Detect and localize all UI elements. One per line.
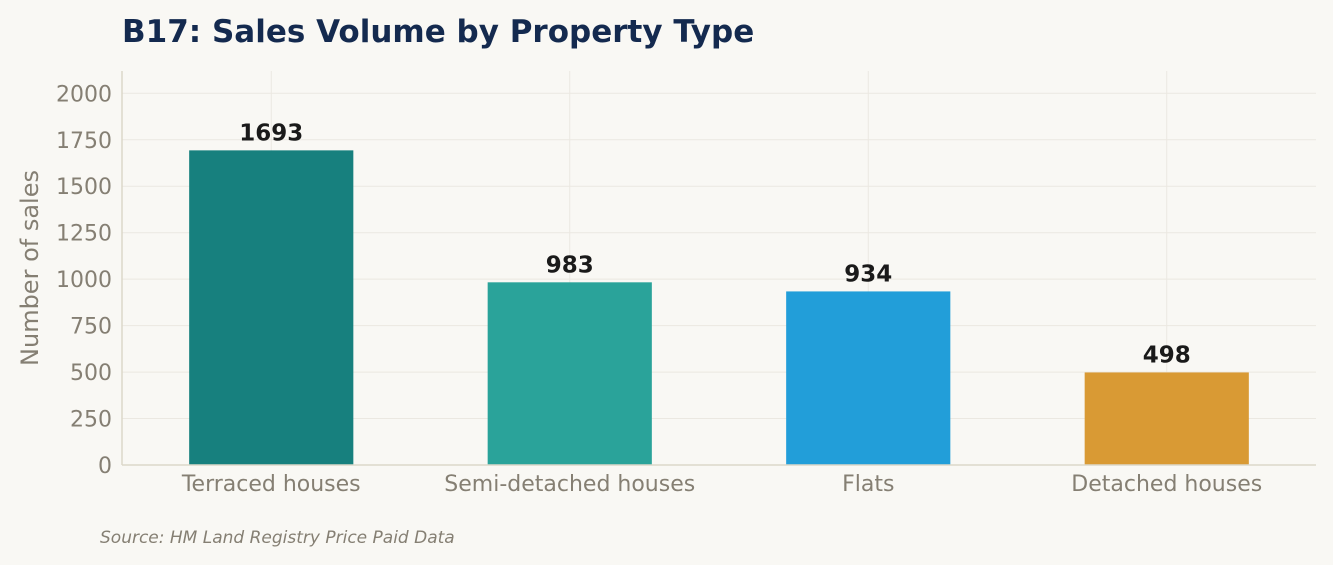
y-tick-label: 1750 [56, 129, 112, 154]
bar [1084, 372, 1249, 465]
x-axis-ticks: Terraced houses Semi-detached houses Flats… [181, 472, 1262, 497]
y-tick-label: 750 [70, 315, 112, 340]
y-tick-label: 0 [98, 454, 112, 479]
x-tick-label: Semi-detached houses [444, 472, 695, 497]
y-tick-label: 1250 [56, 222, 112, 247]
bar [189, 150, 354, 465]
x-tick-label: Terraced houses [181, 472, 361, 497]
data-labels: 1693 983 934 498 [239, 120, 1191, 368]
x-tick-label: Flats [842, 472, 894, 497]
y-axis-ticks: 0 250 500 750 1000 1250 1500 1750 2000 [56, 82, 112, 479]
y-tick-label: 2000 [56, 82, 112, 107]
bar-value-label: 983 [546, 252, 594, 278]
bars [189, 150, 1249, 465]
y-tick-label: 500 [70, 361, 112, 386]
y-axis-label: Number of sales [16, 170, 44, 366]
bar [487, 282, 652, 465]
bar-value-label: 1693 [239, 120, 303, 146]
bar-value-label: 934 [844, 261, 892, 287]
y-tick-label: 1000 [56, 268, 112, 293]
x-tick-label: Detached houses [1071, 472, 1262, 497]
source-note: Source: HM Land Registry Price Paid Data [100, 528, 455, 548]
y-tick-label: 250 [70, 408, 112, 433]
chart-title: B17: Sales Volume by Property Type [122, 14, 754, 50]
bar [786, 291, 951, 465]
bar-value-label: 498 [1143, 342, 1191, 368]
y-tick-label: 1500 [56, 175, 112, 200]
